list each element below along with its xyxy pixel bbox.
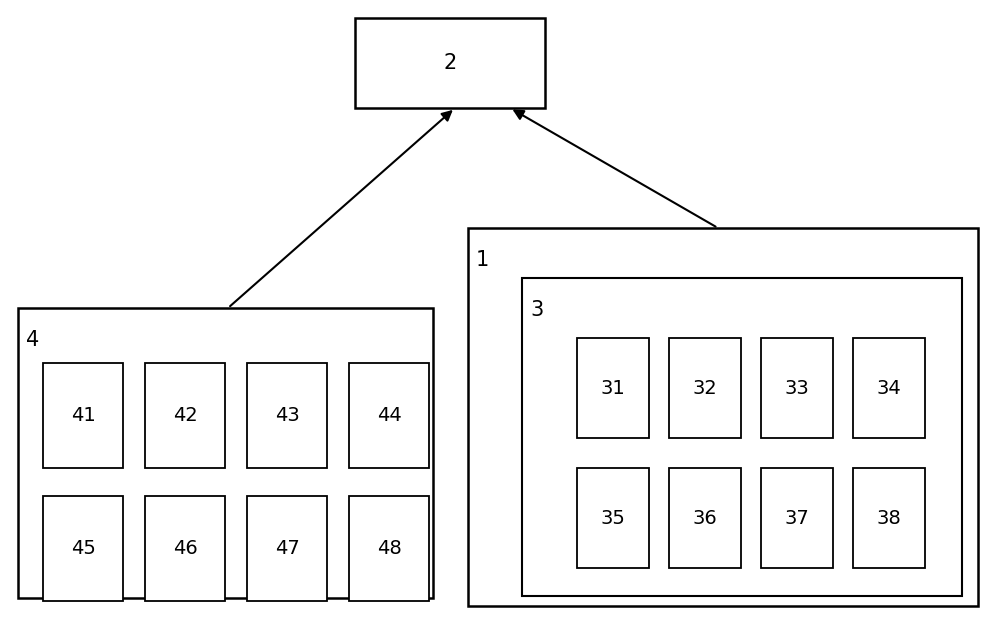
Text: 32: 32 [693, 378, 717, 397]
Text: 44: 44 [377, 406, 401, 425]
Text: 36: 36 [693, 508, 717, 528]
Text: 48: 48 [377, 539, 401, 558]
Text: 31: 31 [601, 378, 625, 397]
Bar [669, 468, 741, 568]
Text: 1: 1 [476, 250, 489, 270]
Bar [355, 18, 545, 108]
Bar [853, 338, 925, 438]
Text: 33: 33 [785, 378, 809, 397]
Bar [247, 363, 327, 468]
Bar [145, 496, 225, 601]
Text: 38: 38 [877, 508, 901, 528]
Text: 4: 4 [26, 330, 39, 350]
Text: 2: 2 [443, 53, 457, 73]
Bar [522, 278, 962, 596]
Bar [43, 496, 123, 601]
Text: 43: 43 [275, 406, 299, 425]
Text: 37: 37 [785, 508, 809, 528]
Bar [145, 363, 225, 468]
Bar [577, 338, 649, 438]
Text: 35: 35 [601, 508, 625, 528]
Text: 47: 47 [275, 539, 299, 558]
Bar [349, 496, 429, 601]
Bar [761, 468, 833, 568]
Text: 42: 42 [173, 406, 197, 425]
Bar [761, 338, 833, 438]
Bar [247, 496, 327, 601]
Text: 45: 45 [71, 539, 95, 558]
Bar [669, 338, 741, 438]
Bar [853, 468, 925, 568]
Bar [577, 468, 649, 568]
Bar [18, 308, 433, 598]
Text: 3: 3 [530, 300, 543, 320]
Bar [43, 363, 123, 468]
Text: 41: 41 [71, 406, 95, 425]
Text: 46: 46 [173, 539, 197, 558]
Bar [349, 363, 429, 468]
Text: 34: 34 [877, 378, 901, 397]
Bar [468, 228, 978, 606]
